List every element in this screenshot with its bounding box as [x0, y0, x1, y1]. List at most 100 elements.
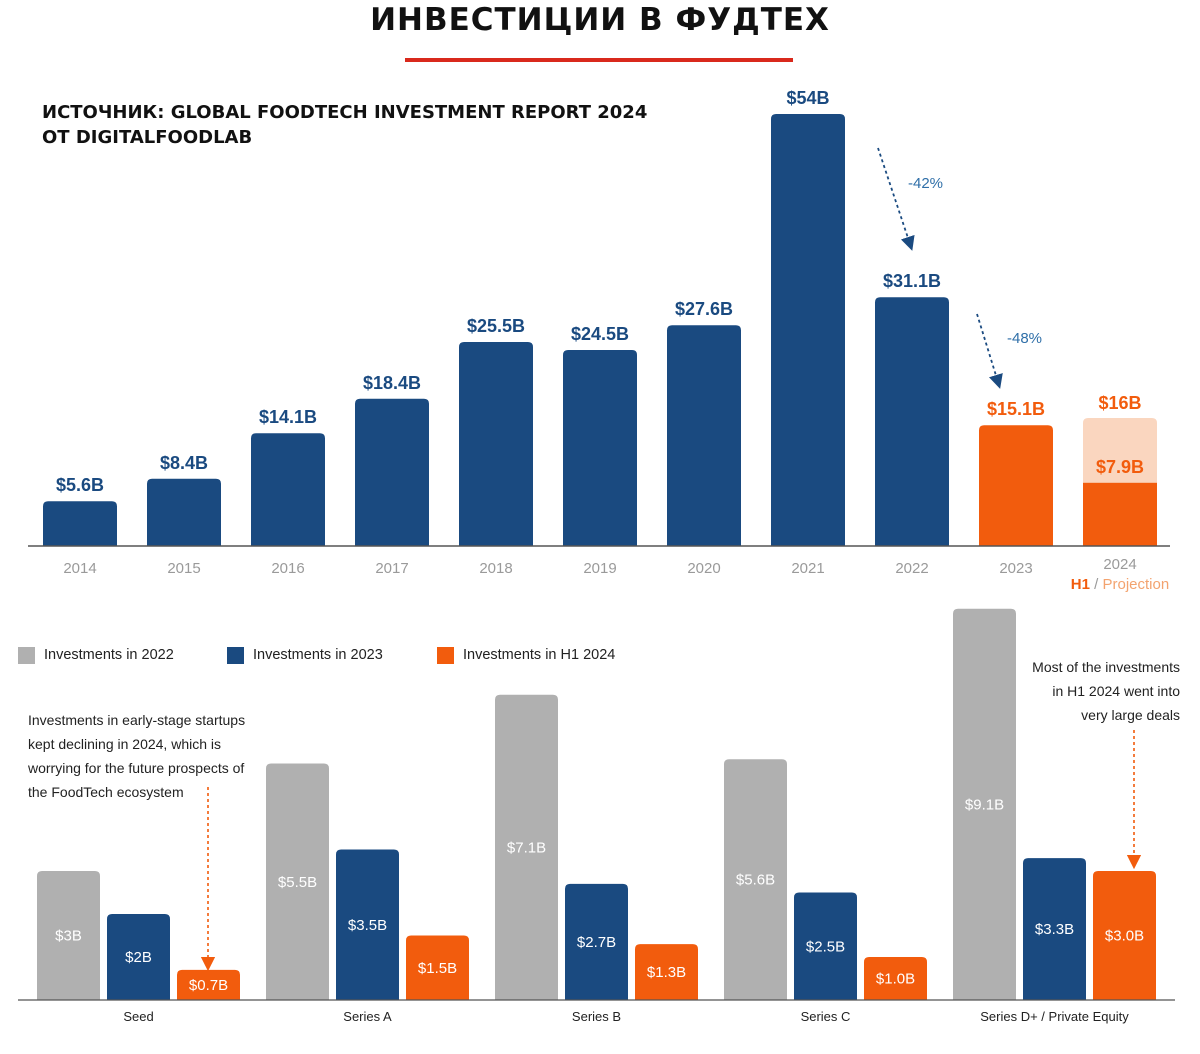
x-tick-label: 2014 — [63, 560, 96, 577]
x-sublabel-projection: Projection — [1103, 576, 1170, 593]
bar-value-label: $25.5B — [467, 316, 525, 336]
stage-tick-label: Series D+ / Private Equity — [980, 1009, 1129, 1024]
stage-bar — [336, 849, 399, 1000]
x-sublabel-h1: H1 — [1071, 576, 1090, 593]
stage-bar — [1093, 871, 1156, 1000]
stage-bar-value-label: $3.3B — [1035, 921, 1074, 938]
x-tick-label: 2023 — [999, 560, 1032, 577]
stage-bar — [953, 608, 1016, 1000]
source-line-1: ИСТОЧНИК: GLOBAL FOODTECH INVESTMENT REP… — [42, 102, 648, 123]
stage-bar — [724, 759, 787, 1000]
annotation-large-deals: Most of the investments in H1 2024 went … — [990, 655, 1180, 727]
x-tick-label: 2024 — [1103, 556, 1136, 573]
bar-2020 — [667, 325, 741, 546]
x-tick-label: 2019 — [583, 560, 616, 577]
stage-bar — [635, 944, 698, 1000]
stage-bar-value-label: $2.7B — [577, 934, 616, 951]
stage-bar — [406, 935, 469, 1000]
decline-label: -42% — [908, 175, 943, 192]
annotation-line: Investments in early-stage startups — [28, 712, 246, 728]
legend-swatch-2022 — [18, 646, 35, 664]
stage-bar-value-label: $1.3B — [647, 964, 686, 981]
stage-bar — [177, 969, 240, 1000]
stage-bar — [37, 871, 100, 1000]
stage-bar — [864, 957, 927, 1000]
stage-tick-label: Seed — [123, 1009, 153, 1024]
annual-investment-chart: $5.6B 2014 $8.4B 2015 $14.1B 2016 $18.4B 2017 $2… — [28, 88, 1170, 593]
stage-bar — [107, 914, 170, 1000]
x-tick-label: 2015 — [167, 560, 200, 577]
decline-label: -48% — [1007, 330, 1042, 347]
stage-bar-value-label: $7.1B — [507, 839, 546, 856]
x-tick-label: 2021 — [791, 560, 824, 577]
x-sublabel: H1 / Projection — [1071, 576, 1169, 593]
source-line-2: ОТ DIGITALFOODLAB — [42, 127, 253, 148]
bar-value-label: $31.1B — [883, 271, 941, 291]
bar-2014 — [43, 501, 117, 546]
bar-value-label: $5.6B — [56, 475, 104, 495]
annotation-line: kept declining in 2024, which is — [28, 736, 222, 752]
bar-value-label: $15.1B — [987, 399, 1045, 419]
legend-item-h1-2024: Investments in H1 2024 — [437, 645, 615, 665]
legend-label-h1-2024: Investments in H1 2024 — [463, 647, 616, 663]
stage-bar — [1023, 858, 1086, 1000]
legend-item-2022: Investments in 2022 — [18, 645, 174, 665]
annotation-line: in H1 2024 went into — [1052, 683, 1180, 699]
stage-bar-value-label: $9.1B — [965, 796, 1004, 813]
bar-value-label: $18.4B — [363, 373, 421, 393]
stage-bar-value-label: $3B — [55, 928, 82, 945]
bar-value-label: $7.9B — [1096, 457, 1144, 477]
legend-swatch-2023 — [227, 646, 244, 664]
stage-bar — [794, 892, 857, 1000]
legend-item-2023: Investments in 2023 — [227, 645, 383, 665]
stage-bar-value-label: $2B — [125, 949, 152, 966]
annotation-line: worrying for the future prospects of — [28, 760, 245, 776]
stage-bar-value-label: $5.5B — [278, 874, 317, 891]
source-note: ИСТОЧНИК: GLOBAL FOODTECH INVESTMENT REP… — [42, 100, 722, 150]
bar-2018 — [459, 342, 533, 546]
x-tick-label: 2022 — [895, 560, 928, 577]
legend-label-2022: Investments in 2022 — [44, 647, 174, 663]
annotation-early-stage: Investments in early-stage startups kept… — [28, 708, 273, 804]
x-sublabel-separator: / — [1090, 576, 1103, 593]
stage-bar-value-label: $5.6B — [736, 872, 775, 889]
legend-swatch-h1-2024 — [437, 646, 454, 664]
bar-2019 — [563, 350, 637, 546]
bar-2015 — [147, 478, 221, 546]
stage-tick-label: Series B — [572, 1009, 621, 1024]
bar-2016 — [251, 433, 325, 546]
title-underline — [405, 58, 793, 62]
stage-bar-value-label: $2.5B — [806, 938, 845, 955]
x-tick-label: 2017 — [375, 560, 408, 577]
bar-2021 — [771, 114, 845, 546]
bar-value-label: $24.5B — [571, 324, 629, 344]
annotation-line: very large deals — [1081, 707, 1180, 723]
bar-value-label: $8.4B — [160, 453, 208, 473]
stage-bar — [565, 883, 628, 1000]
bar-value-label: $14.1B — [259, 407, 317, 427]
stage-bar-value-label: $3.5B — [348, 917, 387, 934]
stage-tick-label: Series A — [343, 1009, 392, 1024]
stage-bar-value-label: $0.7B — [189, 977, 228, 994]
bar-value-label: $27.6B — [675, 299, 733, 319]
x-tick-label: 2020 — [687, 560, 720, 577]
decline-arrow — [877, 147, 915, 251]
bar-2023 — [979, 425, 1053, 546]
x-tick-label: 2016 — [271, 560, 304, 577]
stage-bar-value-label: $1.5B — [418, 960, 457, 977]
stage-bar-value-label: $1.0B — [876, 971, 915, 988]
page-title: ИНВЕСТИЦИИ В ФУДТЕХ — [370, 2, 830, 38]
annotation-line: the FoodTech ecosystem — [28, 784, 184, 800]
x-tick-label: 2018 — [479, 560, 512, 577]
stage-bar — [266, 763, 329, 1000]
legend-label-2023: Investments in 2023 — [253, 647, 383, 663]
bar-2022 — [875, 297, 949, 546]
stage-bar — [495, 694, 558, 1000]
bar-2024 — [1083, 482, 1157, 546]
bar-2017 — [355, 398, 429, 546]
annotation-line: Most of the investments — [1032, 659, 1180, 675]
bar-value-label: $54B — [786, 88, 829, 108]
projection-value-label: $16B — [1098, 393, 1141, 413]
stage-tick-label: Series C — [801, 1009, 851, 1024]
